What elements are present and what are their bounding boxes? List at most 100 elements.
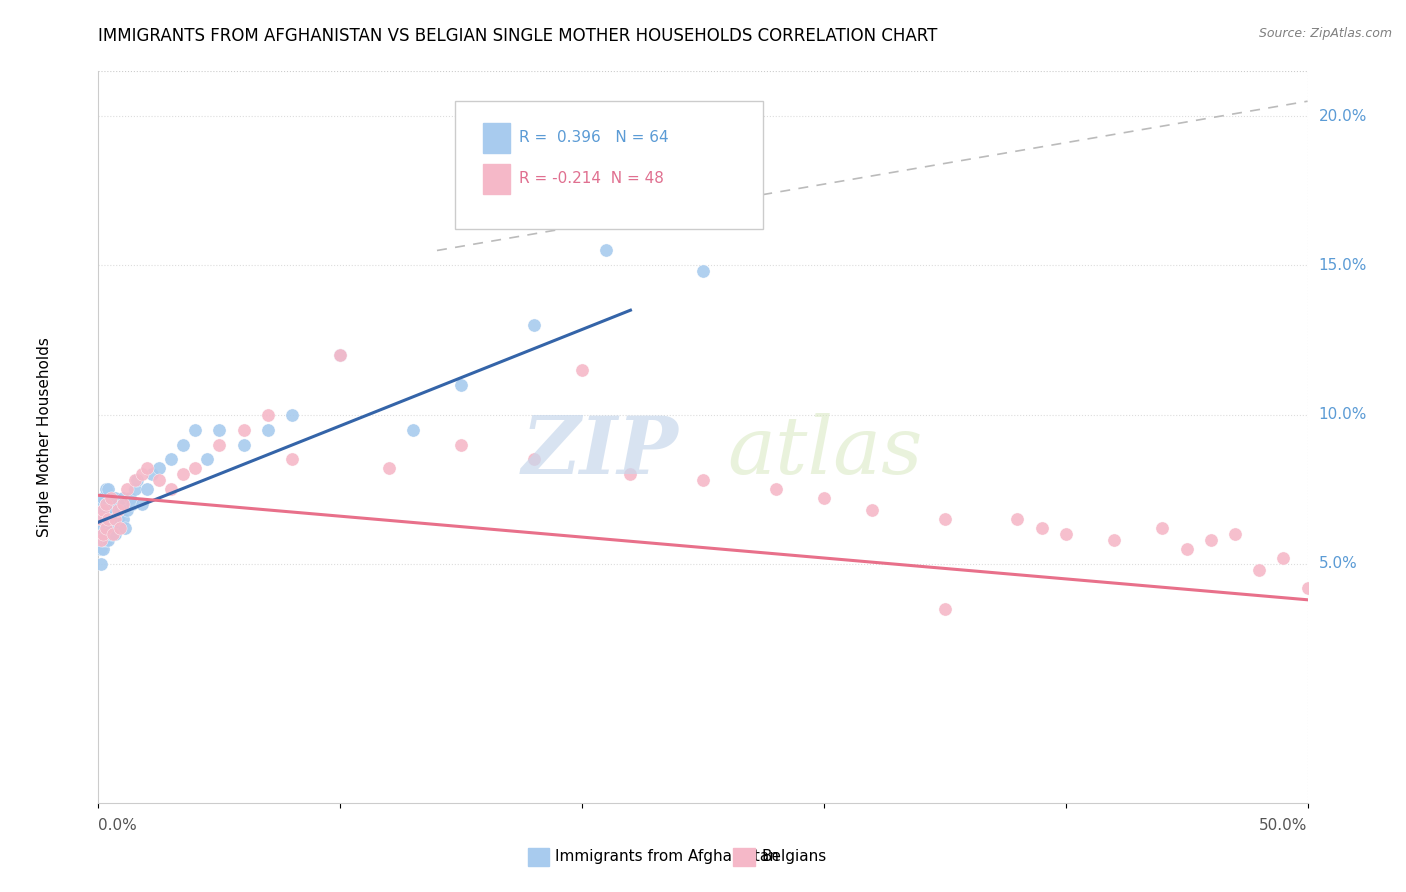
Point xyxy=(107,497,129,511)
Text: Belgians: Belgians xyxy=(761,849,827,864)
Point xyxy=(104,527,127,541)
Point xyxy=(172,467,194,482)
Point xyxy=(90,497,112,511)
Point xyxy=(1054,527,1077,541)
Bar xyxy=(482,163,509,194)
Text: ZIP: ZIP xyxy=(522,413,679,491)
Point xyxy=(1031,521,1053,535)
Point xyxy=(523,452,546,467)
Point xyxy=(208,437,231,451)
Point xyxy=(281,452,304,467)
Point xyxy=(90,512,112,526)
Point xyxy=(195,452,218,467)
Point xyxy=(450,377,472,392)
Point xyxy=(111,491,134,506)
Point xyxy=(131,467,153,482)
Bar xyxy=(527,848,550,866)
Point xyxy=(595,244,617,258)
Point xyxy=(97,512,120,526)
Point xyxy=(232,423,254,437)
Point xyxy=(97,483,120,497)
Point xyxy=(148,474,170,488)
Point xyxy=(619,467,641,482)
Text: 50.0%: 50.0% xyxy=(1260,818,1308,833)
Point xyxy=(1272,551,1295,566)
Point xyxy=(281,408,304,422)
Point xyxy=(91,533,114,547)
Point xyxy=(97,503,120,517)
Point xyxy=(934,601,956,615)
Point xyxy=(1296,581,1319,595)
Point xyxy=(377,461,399,475)
Point xyxy=(94,533,117,547)
Point xyxy=(232,437,254,451)
Point xyxy=(117,503,139,517)
Point xyxy=(127,474,149,488)
Point xyxy=(121,497,143,511)
Point xyxy=(148,461,170,475)
Point xyxy=(860,503,883,517)
Point xyxy=(97,533,120,547)
Point xyxy=(1102,533,1125,547)
Point xyxy=(97,512,120,526)
Text: 10.0%: 10.0% xyxy=(1319,407,1367,422)
Text: 0.0%: 0.0% xyxy=(98,818,138,833)
Point xyxy=(101,497,124,511)
Text: 15.0%: 15.0% xyxy=(1319,258,1367,273)
Point xyxy=(100,491,122,506)
Point xyxy=(329,348,352,362)
Point xyxy=(104,503,127,517)
Point xyxy=(91,527,114,541)
Point xyxy=(813,491,835,506)
Point xyxy=(90,512,112,526)
Point xyxy=(256,423,278,437)
Point xyxy=(450,437,472,451)
Point xyxy=(94,512,117,526)
Point xyxy=(160,452,183,467)
Point xyxy=(765,483,787,497)
Point xyxy=(114,497,136,511)
Point xyxy=(97,497,120,511)
Point xyxy=(101,512,124,526)
Point xyxy=(131,497,153,511)
Point xyxy=(91,503,114,517)
Point xyxy=(1223,527,1246,541)
Point xyxy=(402,423,425,437)
Point xyxy=(523,318,546,332)
Point xyxy=(692,264,714,278)
Point xyxy=(1249,563,1271,577)
Point xyxy=(104,512,127,526)
Point xyxy=(94,497,117,511)
Text: R =  0.396   N = 64: R = 0.396 N = 64 xyxy=(519,130,669,145)
Point xyxy=(118,491,141,506)
Point xyxy=(91,527,114,541)
Point xyxy=(91,521,114,535)
Point xyxy=(141,467,163,482)
Point xyxy=(94,503,117,517)
Point xyxy=(111,497,134,511)
Point xyxy=(160,483,183,497)
Text: Immigrants from Afghanistan: Immigrants from Afghanistan xyxy=(555,849,779,864)
Point xyxy=(91,503,114,517)
Point xyxy=(100,503,122,517)
Point xyxy=(1175,542,1198,557)
Point xyxy=(692,474,714,488)
Point xyxy=(101,527,124,541)
Text: R = -0.214  N = 48: R = -0.214 N = 48 xyxy=(519,171,664,186)
Bar xyxy=(734,848,755,866)
Point xyxy=(97,521,120,535)
Point xyxy=(94,521,117,535)
Point xyxy=(1152,521,1174,535)
Point xyxy=(90,542,112,557)
Point xyxy=(94,521,117,535)
Point xyxy=(107,503,129,517)
Point xyxy=(108,503,131,517)
Text: 20.0%: 20.0% xyxy=(1319,109,1367,124)
Point xyxy=(184,461,207,475)
Point xyxy=(90,557,112,571)
Text: atlas: atlas xyxy=(727,413,922,491)
Point xyxy=(101,521,124,535)
Point xyxy=(111,512,134,526)
Point xyxy=(117,483,139,497)
Text: IMMIGRANTS FROM AFGHANISTAN VS BELGIAN SINGLE MOTHER HOUSEHOLDS CORRELATION CHAR: IMMIGRANTS FROM AFGHANISTAN VS BELGIAN S… xyxy=(98,27,938,45)
